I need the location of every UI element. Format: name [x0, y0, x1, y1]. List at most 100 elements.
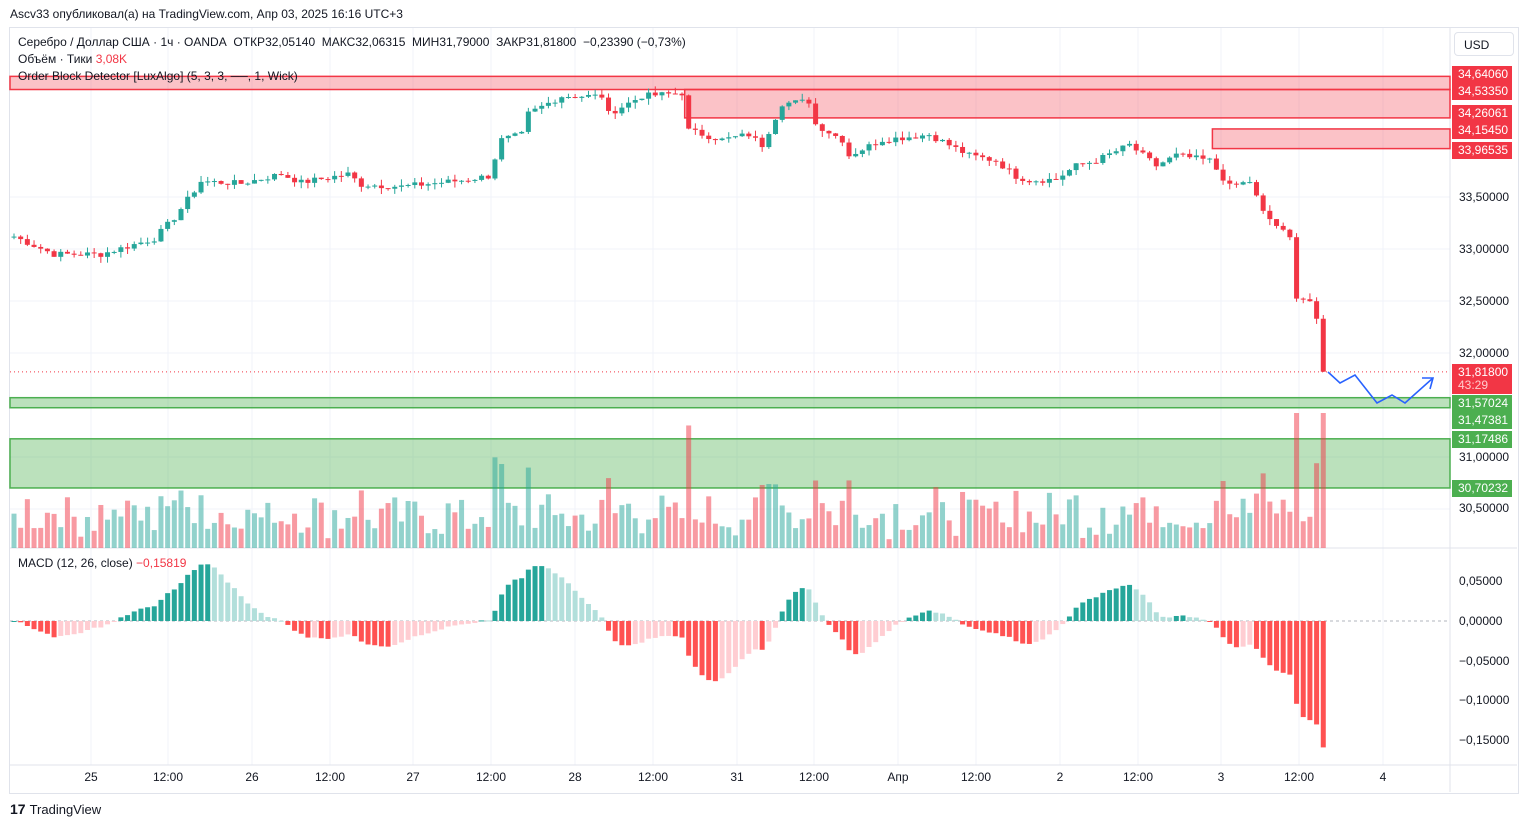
macd-histogram-bar	[1280, 621, 1286, 673]
candle	[1247, 182, 1253, 184]
symbol-legend[interactable]: Серебро / Доллар США · 1ч · OANDA ОТКР32…	[18, 35, 686, 49]
macd-histogram-bar	[759, 621, 765, 650]
macd-histogram-bar	[332, 621, 338, 638]
macd-histogram-bar	[893, 621, 899, 625]
candle	[452, 179, 458, 182]
volume-bar	[71, 516, 77, 548]
volume-bar	[64, 497, 70, 548]
macd-histogram-bar	[245, 603, 251, 621]
volume-bar	[933, 487, 939, 548]
ob-price-label: 34,26061	[1452, 105, 1512, 122]
bullish-order-block	[9, 396, 1451, 409]
candle	[799, 99, 805, 101]
macd-tick: −0,15000	[1459, 733, 1510, 747]
volume-bar	[479, 517, 485, 548]
volume-bar	[960, 491, 966, 548]
candle	[292, 177, 298, 183]
volume-bar	[846, 480, 852, 548]
candle	[1033, 181, 1039, 183]
candle	[919, 135, 925, 139]
price-tick: 31,00000	[1459, 450, 1510, 464]
volume-bar	[218, 512, 224, 548]
volume-bar	[599, 499, 605, 548]
macd-histogram-bar	[118, 617, 124, 621]
candle	[873, 144, 879, 146]
candle	[913, 137, 919, 139]
time-tick: 12:00	[1122, 770, 1154, 784]
macd-histogram-bar	[612, 621, 618, 642]
candle	[612, 110, 618, 114]
indicator-legend[interactable]: Order Block Detector [LuxAlgo] (5, 3, 3,…	[18, 69, 298, 83]
volume-bar	[519, 525, 525, 548]
candle	[1233, 183, 1239, 185]
volume-bar	[465, 528, 471, 548]
candle	[405, 184, 411, 186]
chart-frame	[9, 27, 1519, 794]
candle	[372, 185, 378, 187]
volume-bar	[1013, 490, 1019, 548]
macd-histogram-bar	[44, 621, 50, 634]
candle	[378, 185, 384, 189]
candle	[1253, 182, 1259, 196]
candle	[1280, 225, 1286, 230]
volume-bar	[839, 500, 845, 548]
macd-histogram-bar	[1314, 621, 1320, 725]
macd-histogram-bar	[325, 621, 331, 639]
candle	[699, 129, 705, 136]
volume-bar	[619, 505, 625, 548]
macd-histogram-bar	[211, 567, 217, 621]
macd-histogram-bar	[666, 621, 672, 636]
volume-bar	[793, 528, 799, 548]
candle	[118, 247, 124, 252]
volume-bar	[251, 513, 257, 548]
candle	[1140, 150, 1146, 153]
candle	[272, 173, 278, 180]
macd-histogram-bar	[305, 621, 311, 638]
tradingview-logo[interactable]: 17 TradingView	[10, 801, 101, 817]
candle	[445, 179, 451, 183]
volume-bar	[886, 539, 892, 548]
volume-legend[interactable]: Объём · Тики 3,08K	[18, 52, 127, 66]
volume-bar	[131, 505, 137, 548]
candle	[759, 137, 765, 148]
macd-histogram-bar	[265, 617, 271, 621]
volume-bar	[378, 508, 384, 548]
volume-bar	[84, 516, 90, 548]
candle	[1120, 145, 1126, 152]
macd-histogram-bar	[1073, 607, 1079, 621]
candle	[980, 155, 986, 158]
macd-histogram-bar	[365, 621, 371, 645]
volume-bar	[773, 484, 779, 548]
volume-bar	[285, 524, 291, 548]
volume-bar	[258, 517, 264, 548]
currency-button[interactable]: USD	[1454, 32, 1514, 56]
volume-bar	[666, 506, 672, 548]
macd-histogram-bar	[606, 621, 612, 631]
macd-histogram-bar	[352, 621, 358, 637]
volume-bar	[398, 521, 404, 548]
candle	[532, 108, 538, 112]
candle	[606, 97, 612, 111]
candle	[238, 180, 244, 184]
candle	[51, 251, 57, 257]
macd-histogram-bar	[272, 618, 278, 621]
macd-histogram-bar	[1033, 621, 1039, 642]
volume-bar	[1000, 522, 1006, 548]
volume-bar	[746, 519, 752, 548]
macd-histogram-bar	[11, 621, 17, 622]
macd-histogram-bar	[258, 612, 264, 621]
macd-histogram-bar	[412, 621, 418, 637]
candle	[1240, 182, 1246, 185]
macd-histogram-bar	[505, 584, 511, 621]
candle	[712, 139, 718, 141]
macd-histogram-bar	[1167, 617, 1173, 621]
macd-histogram-bar	[452, 621, 458, 626]
volume-bar	[1073, 495, 1079, 548]
macd-histogram-bar	[926, 610, 932, 621]
macd-histogram-bar	[940, 613, 946, 621]
volume-bar	[559, 513, 565, 548]
macd-histogram-bar	[866, 621, 872, 647]
candle	[178, 209, 184, 221]
macd-legend[interactable]: MACD (12, 26, close) −0,15819	[18, 556, 186, 570]
